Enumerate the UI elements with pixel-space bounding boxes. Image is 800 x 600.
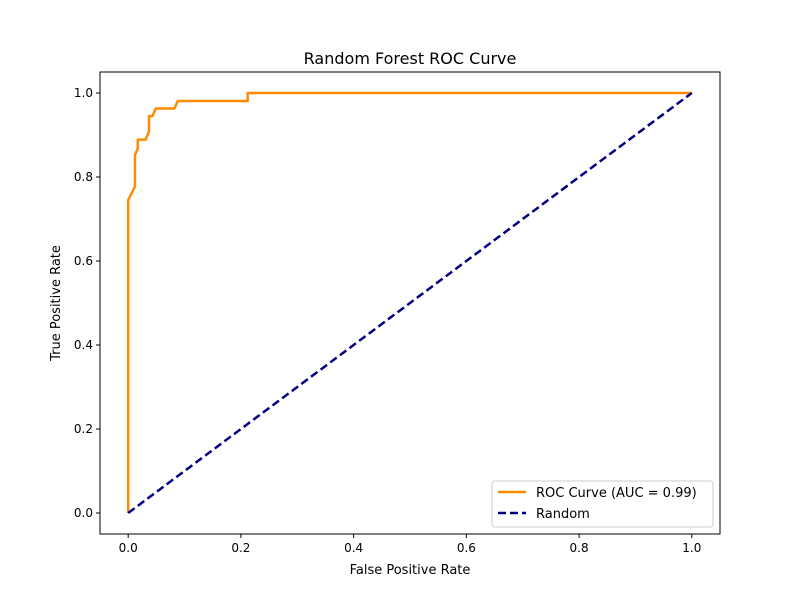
x-tick-label: 1.0	[682, 541, 701, 555]
chart-title: Random Forest ROC Curve	[304, 49, 517, 68]
legend-label-roc: ROC Curve (AUC = 0.99)	[536, 486, 697, 501]
roc-curve-line	[126, 91, 692, 513]
random-baseline-line	[127, 91, 693, 515]
legend: ROC Curve (AUC = 0.99) Random	[491, 480, 714, 528]
x-tick-label: 0.6	[457, 541, 476, 555]
y-tick-label: 1.0	[74, 86, 93, 100]
y-tick-label: 0.8	[74, 170, 93, 184]
x-tick-label: 0.0	[119, 541, 138, 555]
y-tick-label: 0.6	[74, 254, 93, 268]
y-axis-label: True Positive Rate	[49, 245, 64, 362]
x-tick-label: 0.4	[344, 541, 363, 555]
plot-frame	[99, 71, 721, 535]
x-tick-label: 0.8	[570, 541, 589, 555]
y-tick-label: 0.2	[74, 422, 93, 436]
y-tick-label: 0.4	[74, 338, 93, 352]
x-tick-label: 0.2	[231, 541, 250, 555]
y-tick-label: 0.0	[74, 506, 93, 520]
x-axis-label: False Positive Rate	[350, 563, 471, 578]
legend-label-random: Random	[536, 507, 590, 522]
